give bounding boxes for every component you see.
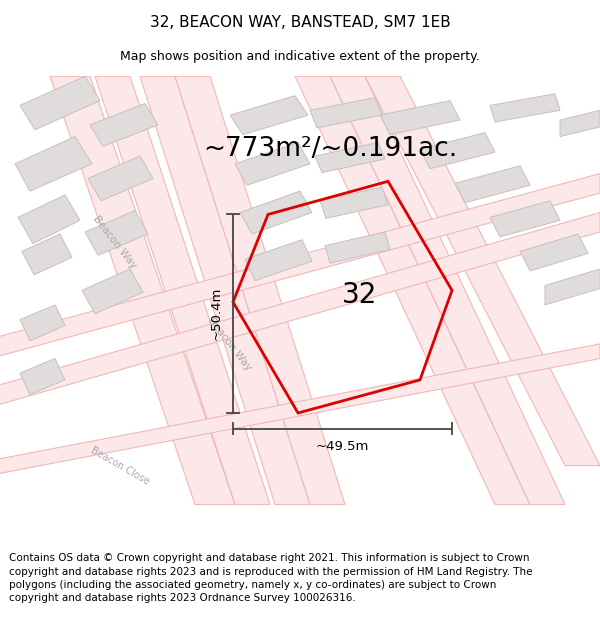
Polygon shape	[20, 305, 65, 341]
Text: 32: 32	[343, 281, 377, 309]
Polygon shape	[22, 234, 72, 275]
Polygon shape	[82, 269, 143, 314]
Polygon shape	[235, 142, 310, 185]
Polygon shape	[50, 76, 235, 504]
Polygon shape	[90, 104, 158, 146]
Polygon shape	[0, 213, 600, 407]
Text: Map shows position and indicative extent of the property.: Map shows position and indicative extent…	[120, 49, 480, 62]
Polygon shape	[520, 234, 588, 271]
Polygon shape	[88, 156, 153, 201]
Polygon shape	[380, 101, 460, 134]
Polygon shape	[0, 174, 600, 359]
Polygon shape	[560, 110, 600, 137]
Polygon shape	[240, 191, 312, 234]
Polygon shape	[325, 232, 390, 263]
Text: Beacon Way: Beacon Way	[206, 316, 254, 372]
Polygon shape	[175, 76, 345, 504]
Text: ~50.4m: ~50.4m	[210, 287, 223, 341]
Polygon shape	[15, 137, 92, 191]
Text: ~49.5m: ~49.5m	[316, 440, 369, 453]
Text: ~773m²/~0.191ac.: ~773m²/~0.191ac.	[203, 136, 457, 162]
Polygon shape	[490, 201, 560, 237]
Polygon shape	[85, 211, 148, 256]
Polygon shape	[490, 94, 560, 122]
Polygon shape	[0, 344, 600, 475]
Text: Beacon Way: Beacon Way	[91, 213, 139, 270]
Polygon shape	[455, 166, 530, 202]
Polygon shape	[140, 76, 310, 504]
Text: Contains OS data © Crown copyright and database right 2021. This information is : Contains OS data © Crown copyright and d…	[9, 553, 533, 603]
Polygon shape	[365, 76, 600, 466]
Polygon shape	[18, 195, 80, 244]
Polygon shape	[545, 269, 600, 305]
Polygon shape	[315, 142, 385, 172]
Polygon shape	[20, 359, 65, 394]
Polygon shape	[245, 240, 312, 281]
Polygon shape	[420, 132, 495, 169]
Polygon shape	[330, 76, 565, 504]
Polygon shape	[295, 76, 530, 504]
Text: Beacon Close: Beacon Close	[89, 445, 151, 486]
Polygon shape	[230, 96, 308, 134]
Polygon shape	[95, 76, 270, 504]
Polygon shape	[20, 76, 100, 130]
Polygon shape	[320, 188, 388, 218]
Polygon shape	[310, 98, 382, 128]
Text: 32, BEACON WAY, BANSTEAD, SM7 1EB: 32, BEACON WAY, BANSTEAD, SM7 1EB	[149, 15, 451, 30]
